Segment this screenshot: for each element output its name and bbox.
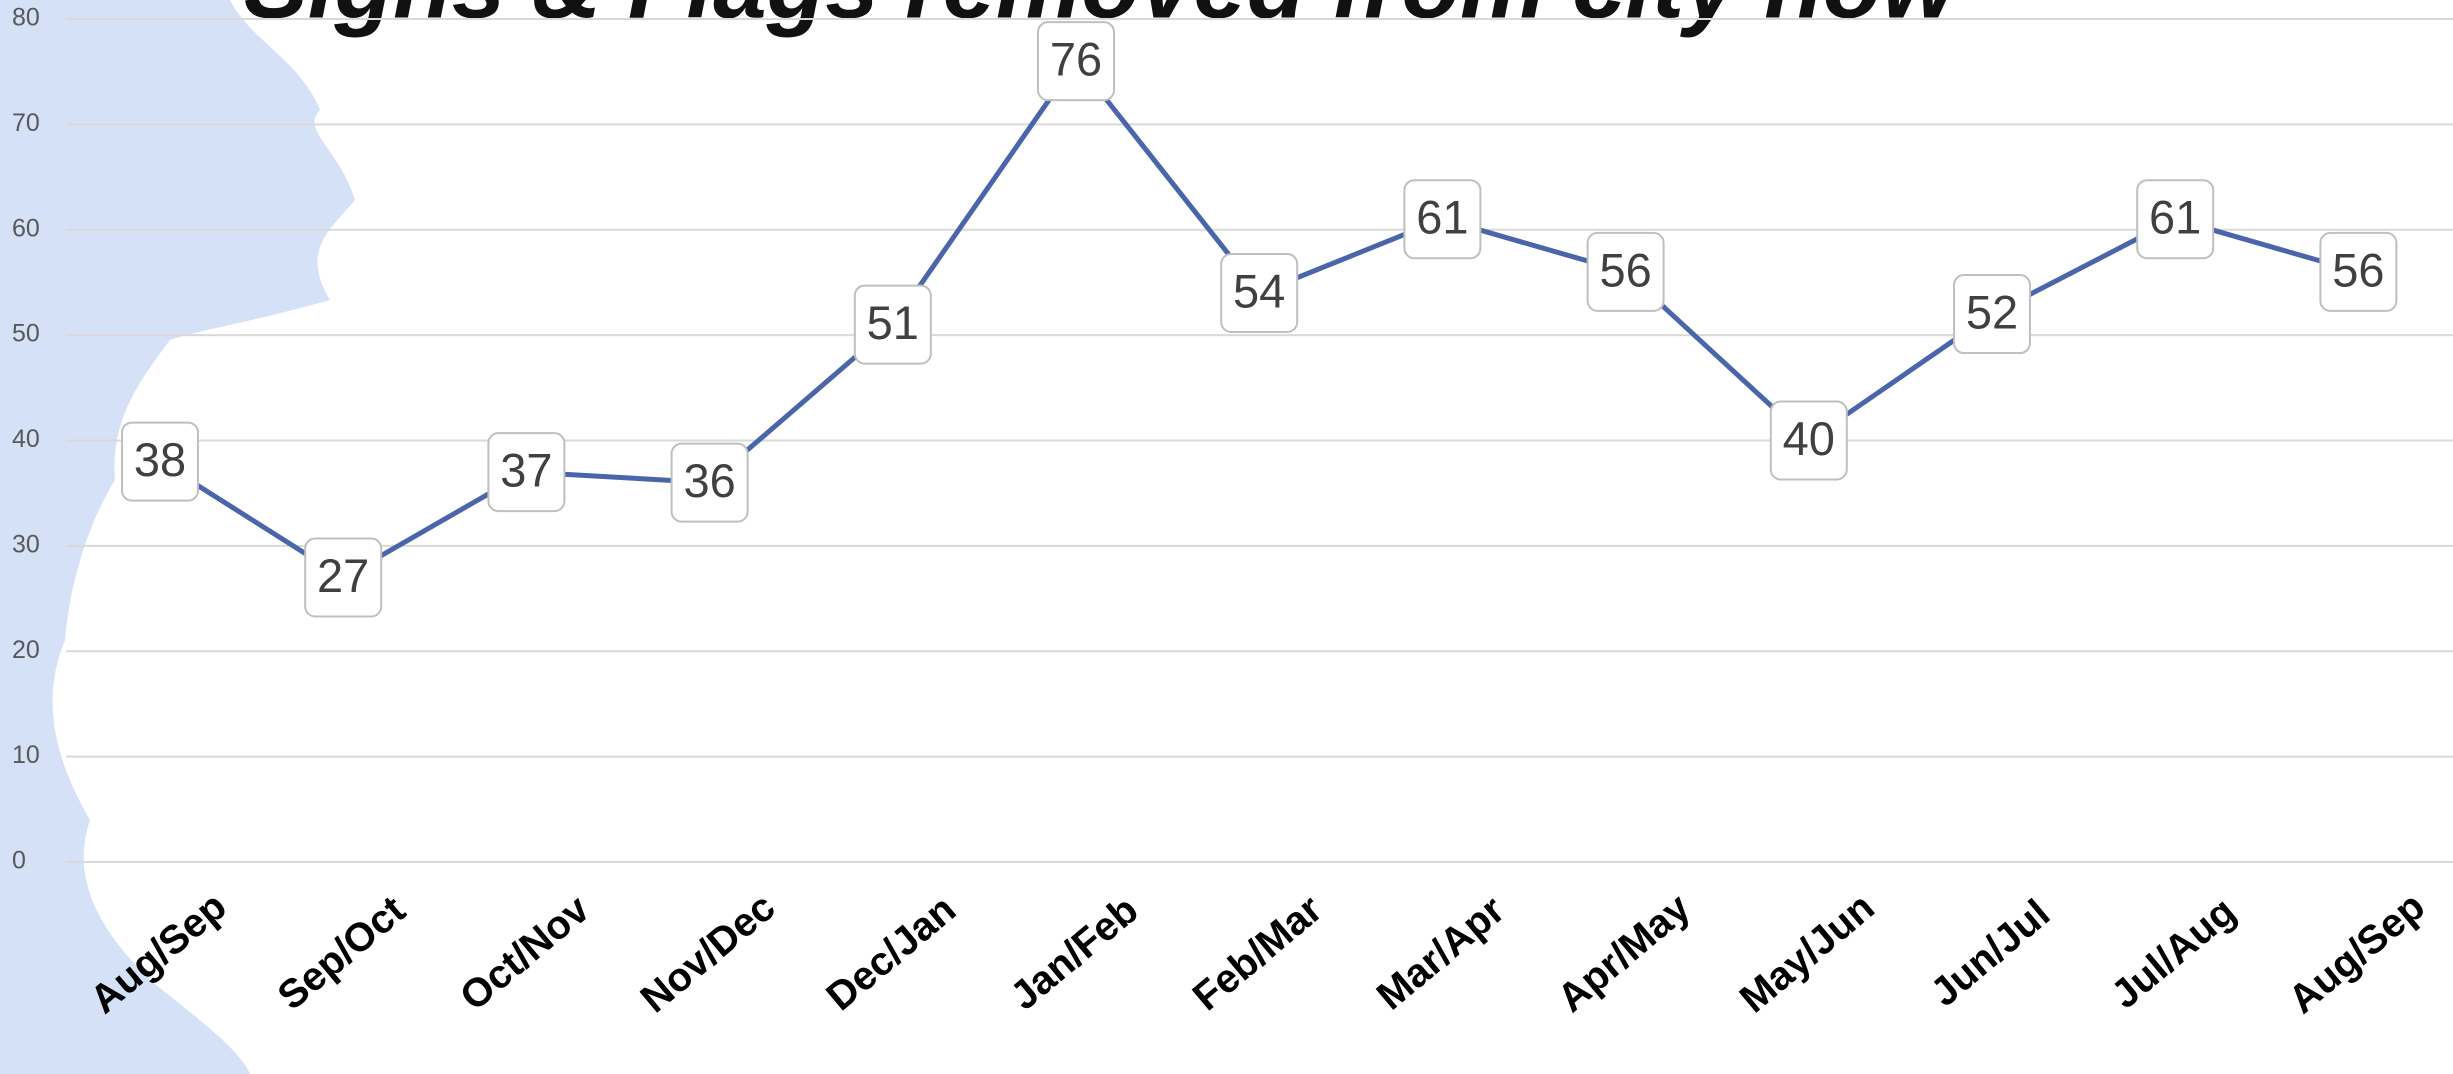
data-label: 38 bbox=[121, 421, 199, 502]
x-tick-label: Mar/Apr bbox=[1369, 888, 1513, 1019]
x-tick-label: Sep/Oct bbox=[270, 888, 414, 1019]
data-label-box bbox=[1953, 274, 2031, 355]
x-tick-label: Jun/Jul bbox=[1923, 891, 2059, 1015]
data-label-text: 61 bbox=[2149, 191, 2201, 244]
x-tick-label: Feb/Mar bbox=[1185, 887, 1331, 1019]
data-label-text: 54 bbox=[1233, 264, 1285, 317]
data-label: 76 bbox=[1037, 21, 1115, 102]
data-label-box bbox=[304, 537, 383, 618]
y-tick-label: 80 bbox=[12, 4, 40, 32]
data-label: 61 bbox=[1403, 179, 1482, 260]
y-tick-label: 30 bbox=[12, 530, 40, 558]
x-tick-label: Jan/Feb bbox=[1002, 888, 1146, 1019]
data-label-text: 61 bbox=[1416, 191, 1468, 244]
data-label-box bbox=[2319, 231, 2398, 312]
data-label-text: 56 bbox=[1599, 243, 1651, 296]
x-tick-label: Nov/Dec bbox=[633, 885, 784, 1022]
data-label-text: 38 bbox=[134, 433, 186, 486]
data-label-text: 56 bbox=[2332, 243, 2384, 296]
data-label-box bbox=[1403, 179, 1482, 260]
y-tick-label: 60 bbox=[12, 214, 40, 242]
data-label: 51 bbox=[853, 284, 932, 365]
background-splash bbox=[0, 0, 355, 1074]
data-label: 61 bbox=[2136, 179, 2215, 260]
data-label-text: 52 bbox=[1966, 285, 2018, 338]
x-tick-label: Oct/Nov bbox=[452, 887, 598, 1020]
data-label: 54 bbox=[1220, 252, 1299, 333]
y-tick-label: 50 bbox=[12, 320, 40, 348]
data-label-text: 37 bbox=[500, 444, 552, 497]
x-tick-label: Dec/Jan bbox=[818, 887, 964, 1019]
data-label: 40 bbox=[1769, 400, 1848, 481]
data-label-box bbox=[670, 442, 749, 523]
data-label-box bbox=[487, 432, 566, 513]
data-label-box bbox=[1220, 252, 1299, 333]
data-label-text: 76 bbox=[1050, 33, 1102, 86]
y-tick-label: 0 bbox=[12, 847, 26, 875]
data-label: 56 bbox=[1586, 231, 1665, 312]
data-label: 56 bbox=[2319, 231, 2398, 312]
data-label-box bbox=[853, 284, 932, 365]
data-label: 37 bbox=[487, 432, 566, 513]
x-tick-label: Aug/Sep bbox=[2281, 884, 2434, 1022]
y-tick-label: 40 bbox=[12, 425, 40, 453]
x-tick-label: Apr/May bbox=[1549, 885, 1699, 1021]
data-label-box bbox=[1769, 400, 1848, 481]
data-label-box bbox=[1037, 21, 1115, 102]
data-label: 36 bbox=[670, 442, 749, 523]
y-tick-label: 20 bbox=[12, 636, 40, 664]
data-label-box bbox=[121, 421, 199, 502]
x-tick-label: May/Jun bbox=[1732, 885, 1883, 1022]
data-label-box bbox=[1586, 231, 1665, 312]
data-label: 27 bbox=[304, 537, 383, 618]
data-label-text: 36 bbox=[683, 454, 735, 507]
y-tick-label: 70 bbox=[12, 109, 40, 137]
data-label: 52 bbox=[1953, 274, 2031, 355]
x-tick-label: Jul/Aug bbox=[2103, 889, 2244, 1017]
data-label-text: 51 bbox=[867, 296, 919, 349]
y-tick-label: 10 bbox=[12, 741, 40, 769]
data-label-box bbox=[2136, 179, 2215, 260]
data-label-text: 40 bbox=[1783, 412, 1835, 465]
data-label-text: 27 bbox=[317, 549, 369, 602]
